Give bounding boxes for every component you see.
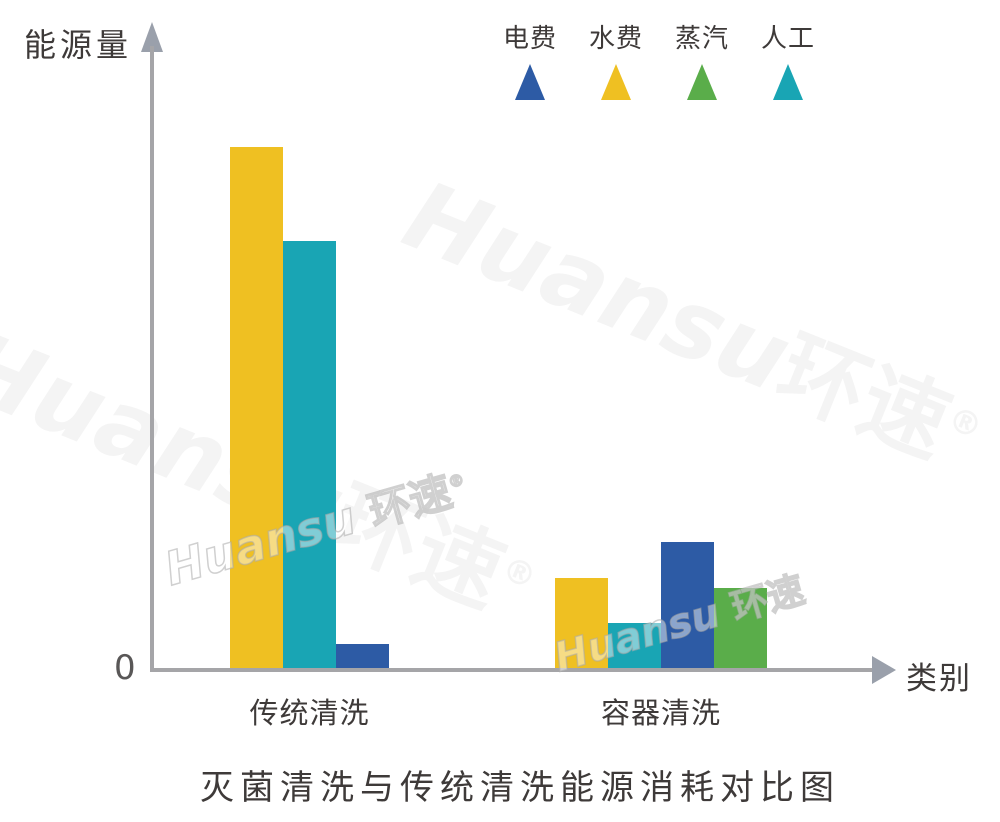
category-label-传统清洗: 传统清洗 [249,696,370,730]
bar-传统清洗-电费 [336,644,389,670]
legend-item-label: 电费 [502,24,557,54]
y-axis-arrow-up-icon [141,22,163,52]
chart-title: 灭菌清洗与传统清洗能源消耗对比图 [200,768,840,808]
category-label-容器清洗: 容器清洗 [600,696,721,730]
legend-item-人工: 人工 [756,18,820,100]
x-axis-label: 类别 [906,661,972,697]
legend-item-label: 水费 [588,24,643,54]
bar-传统清洗-水费 [230,147,283,670]
legend-item-蒸汽: 蒸汽 [670,18,734,100]
legend-item-水费: 水费 [584,18,648,100]
legend-item-label: 蒸汽 [674,24,729,54]
legend-item-label: 人工 [760,24,815,54]
legend-triangle-icon [601,64,631,100]
legend-triangle-icon [773,64,803,100]
legend: 电费 水费 蒸汽 人工 [498,18,820,100]
bar-传统清洗-人工 [283,241,336,670]
legend-triangle-icon [515,64,545,100]
legend-item-电费: 电费 [498,18,562,100]
x-axis-line [150,668,878,672]
bar-容器清洗-人工 [608,623,661,670]
x-axis-arrow-right-icon [872,656,896,684]
origin-tick-label: 0 [114,648,136,688]
bar-容器清洗-水费 [555,578,608,670]
bar-容器清洗-电费 [661,542,714,670]
bar-容器清洗-蒸汽 [714,588,767,670]
legend-triangle-icon [687,64,717,100]
y-axis-line [150,46,154,672]
y-axis-label: 能源量 [24,26,133,64]
